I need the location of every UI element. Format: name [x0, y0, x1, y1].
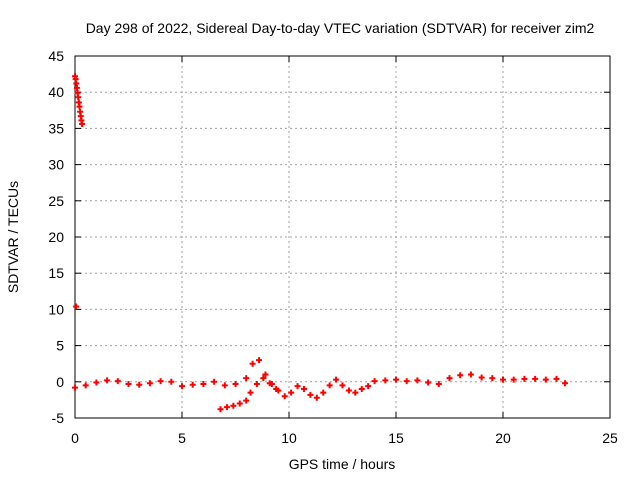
data-point [489, 375, 496, 382]
data-point [82, 382, 89, 389]
series-main-band [72, 357, 569, 401]
data-point [393, 376, 399, 383]
data-point [313, 394, 320, 401]
data-point [333, 376, 340, 383]
data-point [223, 404, 230, 411]
data-point [179, 383, 185, 390]
data-point [435, 380, 442, 387]
data-point [221, 382, 228, 389]
data-point [104, 377, 111, 384]
y-tick-label: 15 [48, 265, 64, 281]
y-tick-label: -5 [52, 410, 65, 426]
data-point [75, 94, 82, 101]
data-point [211, 378, 218, 385]
data-point [425, 379, 432, 386]
data-point [352, 389, 359, 396]
y-tick-label: 45 [48, 48, 64, 64]
data-point [249, 360, 256, 367]
y-tick-label: 10 [48, 301, 64, 317]
data-point [256, 357, 263, 364]
data-point [562, 380, 569, 387]
data-point [326, 382, 333, 389]
x-tick-label: 10 [281, 430, 297, 446]
data-point [345, 387, 352, 394]
data-point [320, 389, 327, 396]
data-point [157, 378, 164, 385]
data-point [247, 389, 254, 396]
y-tick-label: 35 [48, 120, 64, 136]
data-point [457, 372, 464, 379]
data-point [253, 380, 260, 387]
x-tick-label: 5 [178, 430, 186, 446]
data-point [281, 393, 288, 400]
chart-title: Day 298 of 2022, Sidereal Day-to-day VTE… [86, 20, 595, 36]
data-point [365, 383, 372, 390]
data-point [553, 375, 560, 382]
y-tick-label: 0 [56, 374, 64, 390]
data-point [500, 376, 506, 383]
data-point [382, 377, 389, 384]
y-tick-label: 30 [48, 157, 64, 173]
data-point [136, 381, 143, 388]
data-point [243, 397, 250, 404]
grid-layer [75, 56, 610, 418]
data-point [76, 103, 83, 110]
data-point [358, 386, 365, 393]
data-point [521, 375, 528, 382]
data-point [273, 386, 280, 393]
y-tick-label: 25 [48, 193, 64, 209]
series-early-high-values [72, 73, 86, 128]
data-point [230, 402, 237, 409]
y-axis-label: SDTVAR / TECUs [5, 181, 21, 293]
data-point [414, 377, 421, 384]
data-point [446, 375, 453, 382]
data-point [288, 389, 295, 396]
data-point [73, 84, 80, 91]
x-tick-label: 20 [495, 430, 511, 446]
data-point [478, 374, 485, 381]
data-point [217, 406, 224, 413]
data-point [510, 376, 517, 383]
data-point [243, 375, 250, 382]
points-layer [72, 73, 569, 413]
data-point [79, 121, 86, 128]
data-point [146, 380, 153, 387]
data-point [300, 386, 307, 393]
data-point [403, 378, 410, 385]
x-tick-label: 25 [602, 430, 618, 446]
x-axis-label: GPS time / hours [289, 456, 396, 472]
x-tick-label: 0 [71, 430, 79, 446]
ticks-layer: 0 5 10 15 20 25 -5 0 5 10 15 20 25 30 35 40 45 [48, 48, 618, 446]
series-isolated-point [73, 303, 80, 310]
data-point [232, 380, 239, 387]
data-point [260, 375, 267, 382]
data-point [371, 378, 378, 385]
data-point [72, 384, 78, 391]
data-point [189, 381, 196, 388]
data-point [93, 379, 100, 386]
data-point [73, 303, 80, 310]
y-tick-label: 20 [48, 229, 64, 245]
data-point [200, 380, 207, 387]
data-point [262, 371, 269, 378]
data-point [125, 380, 132, 387]
data-point [266, 380, 273, 387]
data-point [532, 375, 539, 382]
data-point [236, 400, 243, 407]
data-point [467, 371, 474, 378]
y-tick-label: 5 [56, 338, 64, 354]
y-tick-label: 40 [48, 84, 64, 100]
series-lower-band [217, 375, 280, 413]
data-point [294, 383, 301, 390]
data-point [339, 382, 346, 389]
data-point [168, 378, 175, 385]
data-point [542, 376, 549, 383]
data-point [307, 391, 314, 398]
x-tick-label: 15 [388, 430, 404, 446]
data-point [114, 378, 121, 385]
